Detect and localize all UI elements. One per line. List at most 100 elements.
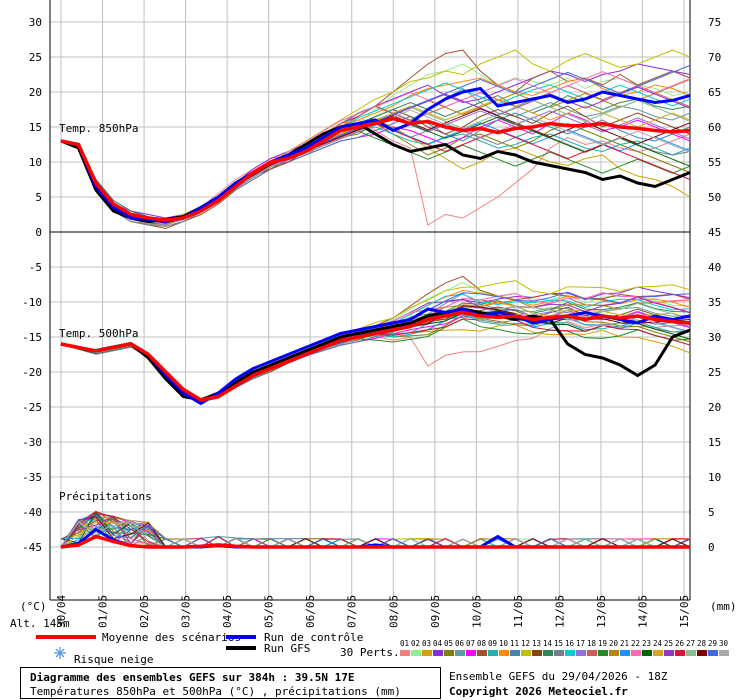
left-tick-label: 25 bbox=[29, 51, 42, 64]
t500-control-line bbox=[60, 307, 691, 406]
right-tick-label: 5 bbox=[708, 506, 715, 519]
pert-swatch bbox=[532, 650, 542, 656]
pert-swatch bbox=[521, 650, 531, 656]
right-tick-label: 60 bbox=[708, 121, 721, 134]
right-tick-label: 75 bbox=[708, 16, 721, 29]
date-tick-label: 15/05 bbox=[678, 595, 691, 628]
right-tick-label: 55 bbox=[708, 156, 721, 169]
left-tick-label: -5 bbox=[29, 261, 42, 274]
pert-number: 26 bbox=[675, 639, 685, 648]
copyright: Copyright 2026 Meteociel.fr bbox=[449, 685, 628, 698]
pert-number: 11 bbox=[510, 639, 519, 648]
right-tick-label: 30 bbox=[708, 331, 721, 344]
chart-title: Diagramme des ensembles GEFS sur 384h : … bbox=[30, 671, 355, 684]
right-tick-label: 20 bbox=[708, 401, 721, 414]
right-tick-label: 45 bbox=[708, 226, 721, 239]
date-tick-label: 04/05 bbox=[221, 595, 234, 628]
pert-number: 28 bbox=[697, 639, 707, 648]
pert-swatch bbox=[565, 650, 575, 656]
left-tick-label: -40 bbox=[22, 506, 42, 519]
t850-mean-line bbox=[60, 116, 691, 222]
date-tick-label: 10/05 bbox=[470, 595, 483, 628]
left-tick-label: 10 bbox=[29, 156, 42, 169]
pert-swatch bbox=[587, 650, 597, 656]
pert-swatch bbox=[543, 650, 553, 656]
pert-swatch bbox=[653, 650, 663, 656]
left-tick-label: 0 bbox=[35, 226, 42, 239]
pert-swatch bbox=[609, 650, 619, 656]
pert-number: 23 bbox=[642, 639, 651, 648]
right-tick-label: 40 bbox=[708, 261, 721, 274]
date-tick-label: 03/05 bbox=[180, 595, 193, 628]
pert-swatch bbox=[620, 650, 630, 656]
legend-control-label: Run de contrôle bbox=[264, 631, 363, 644]
left-tick-label: -20 bbox=[22, 366, 42, 379]
pert-number: 08 bbox=[477, 639, 487, 648]
date-tick-label: 05/05 bbox=[263, 595, 276, 628]
pert-number: 17 bbox=[576, 639, 585, 648]
pert-number: 18 bbox=[587, 639, 597, 648]
pert-number: 05 bbox=[444, 639, 453, 648]
left-tick-label: -45 bbox=[22, 541, 42, 554]
pert-swatch bbox=[466, 650, 476, 656]
pert-number: 02 bbox=[411, 639, 420, 648]
right-tick-label: 10 bbox=[708, 471, 721, 484]
pert-swatch bbox=[422, 650, 432, 656]
left-tick-label: -25 bbox=[22, 401, 42, 414]
pert-number: 22 bbox=[631, 639, 640, 648]
pert-swatch bbox=[686, 650, 696, 656]
pert-swatch bbox=[455, 650, 465, 656]
pert-number: 15 bbox=[554, 639, 563, 648]
legend-snow-label: Risque neige bbox=[74, 653, 153, 666]
pert-number: 12 bbox=[521, 639, 530, 648]
pert-number: 09 bbox=[488, 639, 497, 648]
pert-number: 25 bbox=[664, 639, 673, 648]
left-tick-label: 5 bbox=[35, 191, 42, 204]
run-info: Ensemble GEFS du 29/04/2026 - 18Z bbox=[449, 670, 668, 683]
pert-number: 01 bbox=[400, 639, 409, 648]
t500-panel-label: Temp. 500hPa bbox=[59, 327, 138, 340]
left-tick-label: 20 bbox=[29, 86, 42, 99]
perturbation-legend: 01 02 03 04 05 06 07 08 09 10 11 12 13 14 15 16 17 18 19 20… bbox=[400, 639, 729, 656]
date-tick-label: 14/05 bbox=[636, 595, 649, 628]
t850-panel-label: Temp. 850hPa bbox=[59, 122, 138, 135]
pert-number: 29 bbox=[708, 639, 717, 648]
legend-perts-label: 30 Perts. bbox=[340, 646, 400, 659]
pert-number: 14 bbox=[543, 639, 553, 648]
chart-subtitle: Températures 850hPa et 500hPa (°C) , pré… bbox=[30, 685, 401, 698]
date-tick-label: 02/05 bbox=[138, 595, 151, 628]
left-tick-label: 15 bbox=[29, 121, 42, 134]
right-tick-label: 70 bbox=[708, 51, 721, 64]
pert-number: 13 bbox=[532, 639, 541, 648]
date-tick-label: 11/05 bbox=[512, 595, 525, 628]
snow-icon bbox=[54, 647, 66, 659]
pert-number: 10 bbox=[499, 639, 509, 648]
t500-gfs-line bbox=[60, 307, 691, 402]
date-tick-label: 06/05 bbox=[304, 595, 317, 628]
right-tick-label: 65 bbox=[708, 86, 721, 99]
pert-number: 30 bbox=[719, 639, 729, 648]
left-tick-label: -35 bbox=[22, 471, 42, 484]
pert-swatch bbox=[719, 650, 729, 656]
pert-swatch bbox=[499, 650, 509, 656]
pert-swatch bbox=[664, 650, 674, 656]
pert-swatch bbox=[411, 650, 421, 656]
date-tick-label: 01/05 bbox=[97, 595, 110, 628]
legend-gfs-label: Run GFS bbox=[264, 642, 310, 655]
pert-swatch bbox=[675, 650, 685, 656]
altitude-label: Alt. 145m bbox=[10, 617, 70, 630]
pert-swatch bbox=[598, 650, 608, 656]
date-tick-label: 13/05 bbox=[595, 595, 608, 628]
pert-swatch bbox=[444, 650, 454, 656]
right-tick-label: 0 bbox=[708, 541, 715, 554]
pert-number: 20 bbox=[609, 639, 619, 648]
right-tick-label: 15 bbox=[708, 436, 721, 449]
date-tick-label: 12/05 bbox=[553, 595, 566, 628]
right-tick-label: 25 bbox=[708, 366, 721, 379]
pert-number: 16 bbox=[565, 639, 575, 648]
precip-panel-label: Précipitations bbox=[59, 490, 152, 503]
right-tick-label: 35 bbox=[708, 296, 721, 309]
left-tick-label: 30 bbox=[29, 16, 42, 29]
pert-swatch bbox=[488, 650, 498, 656]
